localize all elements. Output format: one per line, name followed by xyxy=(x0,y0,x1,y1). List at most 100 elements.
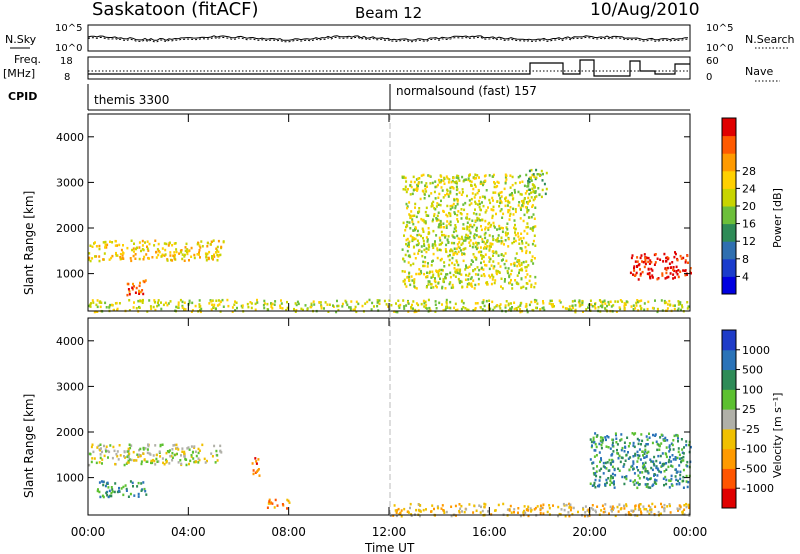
heatmap-cell xyxy=(407,254,410,258)
heatmap-cell xyxy=(619,307,622,311)
heatmap-cell xyxy=(612,481,615,485)
heatmap-cell xyxy=(161,247,164,250)
heatmap-cell xyxy=(127,447,130,451)
heatmap-cell xyxy=(262,303,265,307)
heatmap-cell xyxy=(474,208,476,211)
heatmap-cell xyxy=(647,300,650,304)
heatmap-cell xyxy=(475,256,478,260)
heatmap-cell xyxy=(644,483,647,486)
heatmap-cell xyxy=(646,438,649,441)
heatmap-cell xyxy=(585,308,588,311)
heatmap-cell xyxy=(534,506,537,510)
heatmap-cell xyxy=(449,281,452,284)
heatmap-cell xyxy=(431,270,434,273)
heatmap-cell xyxy=(116,308,119,312)
heatmap-cell xyxy=(657,454,660,458)
heatmap-cell xyxy=(217,250,220,254)
heatmap-cell xyxy=(279,306,282,309)
heatmap-cell xyxy=(595,510,597,514)
heatmap-cell xyxy=(168,462,171,465)
heatmap-cell xyxy=(407,302,410,305)
heatmap-cell xyxy=(205,259,208,262)
heatmap-cell xyxy=(458,179,461,182)
heatmap-cell xyxy=(257,468,260,471)
heatmap-cell xyxy=(671,465,674,468)
heatmap-cell xyxy=(434,185,437,189)
heatmap-cell xyxy=(519,174,522,178)
heatmap-cell xyxy=(198,458,201,462)
heatmap-cell xyxy=(441,189,444,192)
heatmap-cell xyxy=(413,252,416,256)
heatmap-cell xyxy=(181,447,184,450)
heatmap-cell xyxy=(525,226,528,229)
heatmap-cell xyxy=(544,192,547,196)
heatmap-cell xyxy=(618,454,621,458)
heatmap-cell xyxy=(514,279,517,282)
heatmap-cell xyxy=(527,200,530,203)
heatmap-cell xyxy=(607,300,610,304)
heatmap-cell xyxy=(592,438,595,442)
heatmap-cell xyxy=(591,305,594,308)
heatmap-cell xyxy=(186,252,189,256)
heatmap-cell xyxy=(490,242,493,246)
heatmap-cell xyxy=(473,196,476,199)
heatmap-cell xyxy=(530,300,533,304)
heatmap-cell xyxy=(517,305,520,309)
heatmap-cell xyxy=(143,280,146,284)
heatmap-cell xyxy=(506,270,509,273)
heatmap-cell xyxy=(686,460,689,464)
heatmap-cell xyxy=(424,260,427,264)
heatmap-cell xyxy=(511,283,514,286)
heatmap-cell xyxy=(527,264,530,267)
heatmap-cell xyxy=(497,181,500,184)
heatmap-cell xyxy=(389,514,392,517)
heatmap-cell xyxy=(140,462,143,466)
heatmap-cell xyxy=(677,303,680,306)
heatmap-cell xyxy=(687,480,690,484)
heatmap-cell xyxy=(513,226,515,230)
heatmap-cell xyxy=(133,285,135,288)
heatmap-cell xyxy=(114,482,117,485)
heatmap-cell xyxy=(672,266,675,269)
heatmap-cell xyxy=(613,468,616,472)
heatmap-cell xyxy=(494,185,497,189)
heatmap-cell xyxy=(610,463,612,466)
heatmap-cell xyxy=(468,174,471,177)
heatmap-cell xyxy=(413,280,416,284)
heatmap-cell xyxy=(422,173,425,177)
heatmap-cell xyxy=(410,305,413,309)
heatmap-cell xyxy=(134,291,137,294)
heatmap-cell xyxy=(414,237,417,241)
heatmap-cell xyxy=(444,236,447,239)
heatmap-cell xyxy=(460,217,463,220)
heatmap-cell xyxy=(636,437,639,441)
heatmap-cell xyxy=(488,274,491,277)
heatmap-cell xyxy=(523,229,526,233)
heatmap-cell xyxy=(621,300,624,303)
heatmap-cell xyxy=(492,260,495,263)
heatmap-cell xyxy=(468,235,471,239)
heatmap-cell xyxy=(220,245,223,249)
heatmap-cell xyxy=(541,188,544,192)
heatmap-cell xyxy=(632,460,635,463)
heatmap-cell xyxy=(355,300,358,304)
heatmap-cell xyxy=(460,193,463,196)
heatmap-cell xyxy=(491,278,494,281)
heatmap-cell xyxy=(434,240,436,243)
heatmap-cell xyxy=(498,205,501,208)
heatmap-cell xyxy=(502,212,505,216)
heatmap-cell xyxy=(133,242,135,245)
heatmap-cell xyxy=(593,483,596,487)
heatmap-cell xyxy=(469,179,472,183)
heatmap-cell xyxy=(199,309,201,312)
heatmap-cell xyxy=(217,299,220,302)
heatmap-cell xyxy=(118,302,121,305)
heatmap-cell xyxy=(91,457,94,460)
heatmap-cell xyxy=(109,240,111,243)
heatmap-cell xyxy=(208,250,211,254)
heatmap-cell xyxy=(481,301,484,304)
heatmap-cell xyxy=(190,454,193,457)
heatmap-cell xyxy=(493,224,496,228)
heatmap-cell xyxy=(475,241,477,245)
heatmap-cell xyxy=(88,252,91,255)
